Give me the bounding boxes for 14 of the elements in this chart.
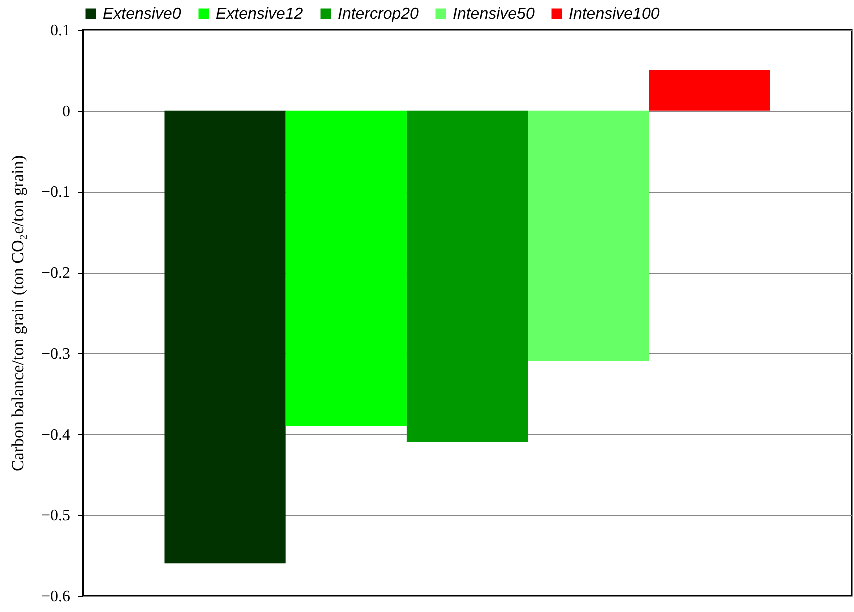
y-tick-label: 0 bbox=[62, 103, 70, 120]
legend-label: Extensive12 bbox=[216, 6, 304, 23]
y-tick-label: −0.2 bbox=[41, 265, 70, 282]
legend-label: Intercrop20 bbox=[338, 6, 420, 23]
y-tick-label: 0.1 bbox=[50, 22, 70, 40]
y-tick-label: −0.4 bbox=[41, 426, 70, 444]
y-tick-label: −0.6 bbox=[41, 588, 70, 606]
y-tick-label: −0.5 bbox=[41, 508, 70, 525]
y-tick-label: −0.3 bbox=[41, 346, 70, 363]
y-axis-title: Carbon balance/ton grain (ton CO₂e/ton grain) bbox=[8, 155, 28, 472]
y-tick-label: −0.1 bbox=[41, 184, 70, 202]
legend-label: Intensive50 bbox=[453, 6, 535, 23]
legend-label: Intensive100 bbox=[569, 6, 660, 23]
legend-label: Extensive0 bbox=[103, 6, 182, 23]
